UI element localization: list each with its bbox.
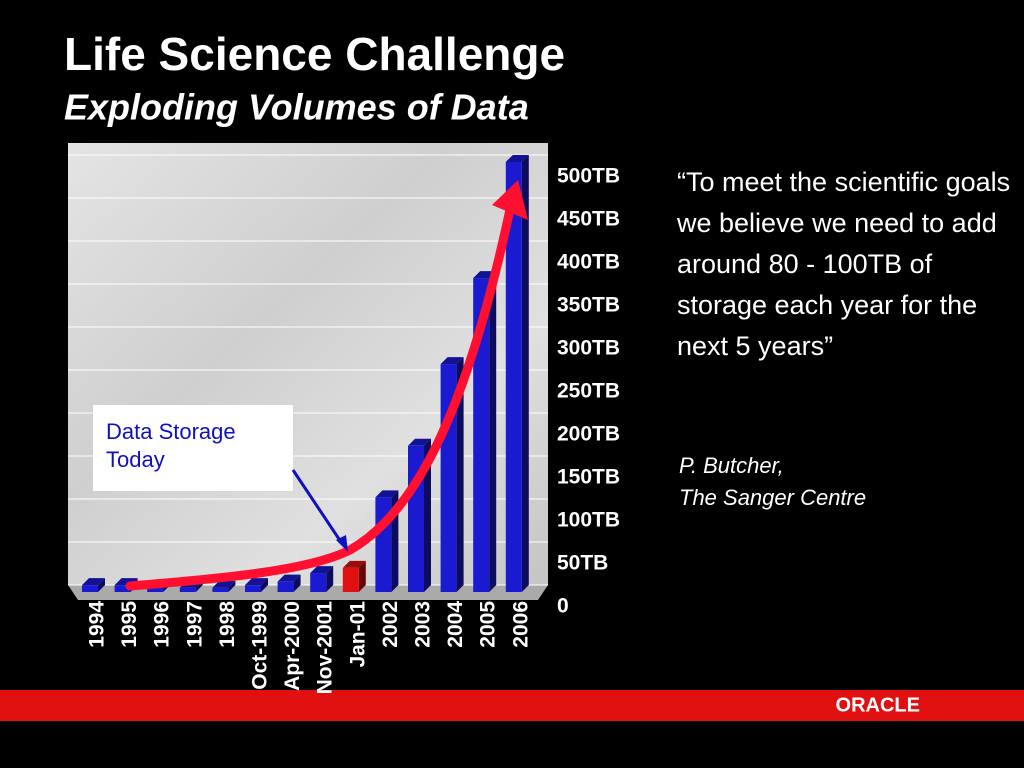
- x-tick-label: Oct-1999: [249, 601, 272, 690]
- bar-top: [82, 578, 105, 586]
- y-tick-label: 0: [557, 595, 569, 618]
- bar-side: [293, 574, 301, 592]
- bar: [473, 278, 490, 592]
- bar-side: [98, 578, 105, 592]
- bar-side: [228, 580, 236, 592]
- x-tick-label: 2005: [477, 601, 500, 648]
- footer-band: [0, 690, 1024, 721]
- bar: [342, 567, 359, 592]
- bar-top: [505, 155, 529, 162]
- bar-side: [326, 566, 334, 592]
- title: Life Science Challenge: [64, 28, 565, 80]
- bar-side: [521, 155, 529, 592]
- bar-top: [245, 578, 268, 586]
- attribution-org: The Sanger Centre: [679, 485, 867, 510]
- bar-side: [456, 357, 464, 592]
- y-tick-label: 50TB: [557, 552, 608, 575]
- growth-arrow: [125, 195, 517, 591]
- bar-side: [424, 438, 431, 592]
- annotation-text: Data Storage Today: [106, 419, 236, 472]
- bar-top: [375, 490, 399, 498]
- bar-side: [261, 578, 268, 592]
- bar: [179, 587, 196, 592]
- bar-top: [408, 438, 431, 446]
- attribution: P. Butcher, The Sanger Centre: [679, 450, 866, 514]
- x-tick-label: 1997: [183, 601, 206, 648]
- bar-top: [440, 357, 464, 365]
- y-tick-label: 100TB: [557, 509, 620, 532]
- y-tick-label: 400TB: [557, 251, 620, 274]
- y-tick-label: 150TB: [557, 466, 620, 489]
- y-tick-label: 300TB: [557, 337, 620, 360]
- x-tick-label: 2004: [444, 601, 467, 648]
- x-tick-label: 1998: [216, 601, 239, 648]
- bar: [505, 162, 522, 592]
- bar-side: [358, 560, 366, 592]
- y-tick-label: 200TB: [557, 423, 620, 446]
- bar-top: [277, 574, 301, 582]
- bar: [245, 585, 261, 592]
- quote: “To meet the scientific goals we believe…: [677, 167, 1011, 361]
- y-tick-label: 500TB: [557, 165, 620, 188]
- bar-side: [489, 271, 497, 592]
- x-tick-label: 2006: [509, 601, 532, 648]
- x-tick-label: Apr-2000: [281, 601, 304, 691]
- y-tick-label: 350TB: [557, 294, 620, 317]
- x-tick-label: 2003: [412, 601, 435, 648]
- y-tick-label: 250TB: [557, 380, 620, 403]
- bar: [277, 581, 294, 592]
- annotation-box: [93, 405, 293, 491]
- footer-logo: ORACLE: [836, 694, 920, 716]
- x-tick-label: 1996: [151, 601, 174, 648]
- x-tick-label: 1994: [86, 601, 109, 648]
- bar: [147, 586, 164, 592]
- bar: [82, 585, 98, 592]
- bar: [212, 587, 229, 592]
- annotation-arrow-head: [336, 535, 348, 552]
- bar: [114, 585, 131, 592]
- x-tick-label: 1995: [118, 601, 141, 648]
- bar-top: [310, 566, 334, 574]
- growth-arrow-head: [492, 180, 528, 220]
- bar-top: [342, 560, 366, 568]
- subtitle: Exploding Volumes of Data: [64, 87, 529, 128]
- attribution-name: P. Butcher,: [679, 453, 784, 478]
- y-tick-label: 450TB: [557, 208, 620, 231]
- bar: [310, 573, 327, 592]
- x-tick-label: 2002: [379, 601, 402, 648]
- x-tick-label: Jan-01: [346, 601, 369, 668]
- annotation-arrow: [291, 469, 345, 546]
- x-tick-label: Nov-2001: [314, 601, 337, 695]
